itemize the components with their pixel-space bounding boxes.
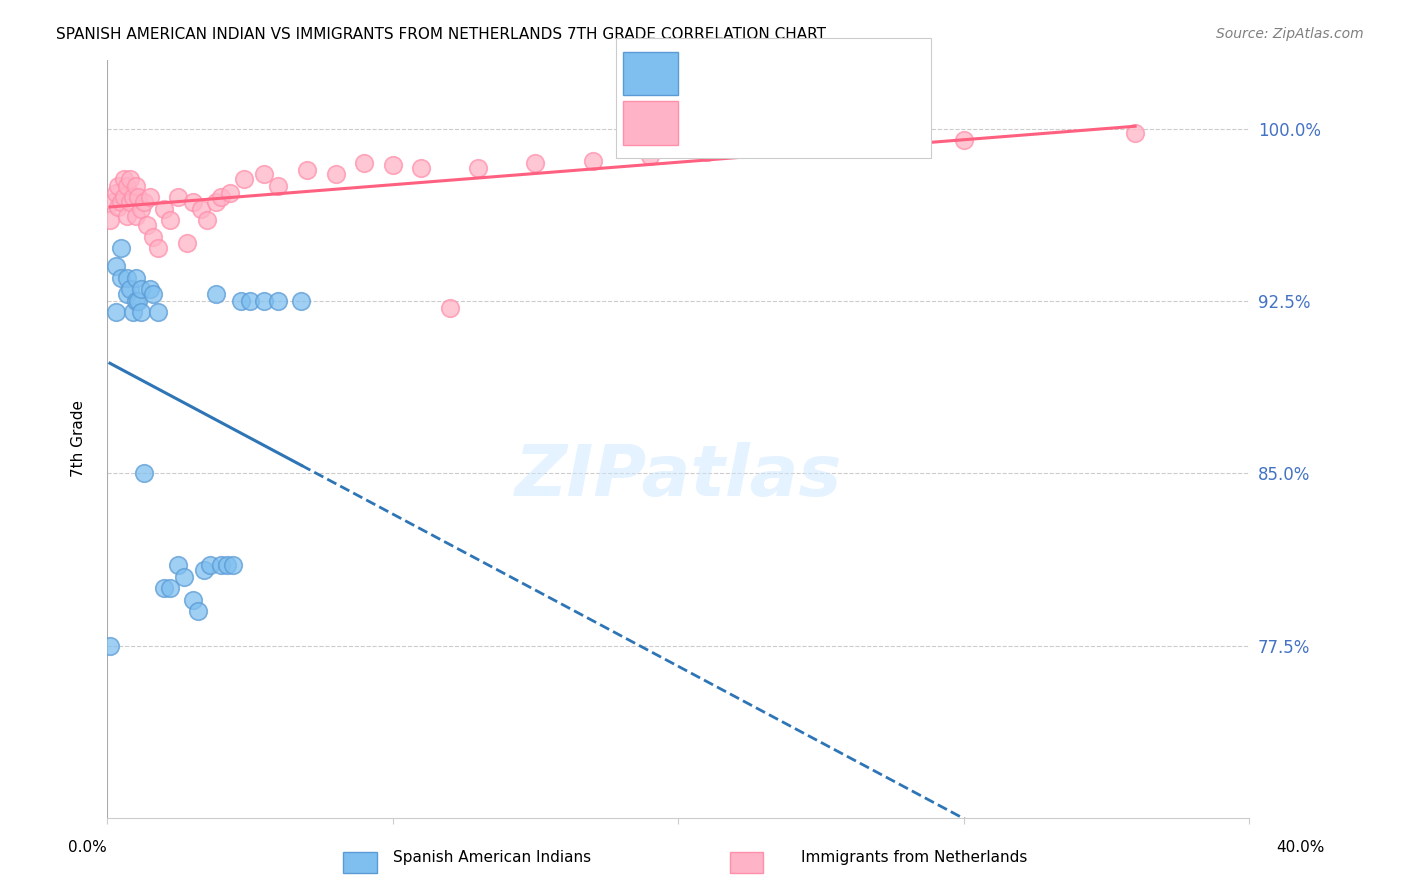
Point — [696, 145, 718, 159]
Text: SPANISH AMERICAN INDIAN VS IMMIGRANTS FROM NETHERLANDS 7TH GRADE CORRELATION CHA: SPANISH AMERICAN INDIAN VS IMMIGRANTS FR… — [56, 27, 827, 42]
Text: 40.0%: 40.0% — [1277, 840, 1324, 855]
Point — [204, 287, 226, 301]
Point — [290, 293, 312, 308]
Point — [193, 563, 215, 577]
Point — [124, 209, 146, 223]
Point — [222, 558, 245, 573]
Point — [173, 569, 195, 583]
Point — [110, 241, 132, 255]
Point — [139, 282, 162, 296]
Point — [167, 190, 190, 204]
Point — [131, 202, 153, 216]
Point — [190, 202, 212, 216]
Point — [148, 305, 170, 319]
Point — [524, 156, 547, 170]
Point — [110, 271, 132, 285]
Point — [209, 558, 232, 573]
Point — [215, 558, 238, 573]
Point — [148, 241, 170, 255]
Point — [124, 293, 146, 308]
Point — [121, 190, 143, 204]
Point — [131, 282, 153, 296]
Point — [98, 213, 121, 227]
Y-axis label: 7th Grade: 7th Grade — [72, 401, 86, 477]
Point — [187, 604, 209, 618]
Point — [124, 271, 146, 285]
Point — [353, 156, 375, 170]
Text: R =   0.175   N = 50: R = 0.175 N = 50 — [685, 116, 852, 134]
Point — [107, 179, 129, 194]
Point — [218, 186, 240, 200]
Point — [134, 467, 156, 481]
Point — [101, 195, 124, 210]
Point — [139, 190, 162, 204]
Point — [176, 236, 198, 251]
Point — [136, 218, 159, 232]
Point — [253, 293, 276, 308]
Point — [159, 581, 181, 595]
Point — [110, 195, 132, 210]
Point — [142, 229, 165, 244]
Text: Immigrants from Netherlands: Immigrants from Netherlands — [800, 850, 1028, 865]
Point — [467, 161, 489, 175]
Point — [233, 172, 256, 186]
Point — [159, 213, 181, 227]
Point — [267, 179, 290, 194]
Text: ZIPatlas: ZIPatlas — [515, 442, 842, 511]
Text: 0.0%: 0.0% — [67, 840, 107, 855]
Point — [153, 202, 176, 216]
Point — [267, 293, 290, 308]
Text: Source: ZipAtlas.com: Source: ZipAtlas.com — [1216, 27, 1364, 41]
Point — [131, 305, 153, 319]
Point — [112, 190, 135, 204]
Point — [134, 195, 156, 210]
Point — [115, 287, 138, 301]
Text: R = 0.037   N = 35: R = 0.037 N = 35 — [685, 64, 842, 82]
Point — [153, 581, 176, 595]
Point — [411, 161, 433, 175]
Point — [112, 172, 135, 186]
Point — [239, 293, 262, 308]
Point — [142, 287, 165, 301]
Point — [118, 282, 141, 296]
Point — [127, 293, 149, 308]
Point — [952, 133, 974, 147]
Point — [181, 195, 204, 210]
Point — [295, 162, 318, 177]
Point — [118, 195, 141, 210]
Text: Spanish American Indians: Spanish American Indians — [394, 850, 591, 865]
Point — [381, 158, 404, 172]
Point — [868, 136, 890, 150]
Point — [325, 168, 347, 182]
Point — [638, 149, 661, 163]
Point — [581, 153, 603, 168]
Point — [782, 140, 804, 154]
Point — [107, 200, 129, 214]
Point — [104, 305, 127, 319]
Point — [209, 190, 232, 204]
Point — [121, 305, 143, 319]
Point — [104, 186, 127, 200]
Point — [167, 558, 190, 573]
Point — [204, 195, 226, 210]
Point — [115, 209, 138, 223]
Point — [115, 179, 138, 194]
Point — [231, 293, 253, 308]
Point — [181, 592, 204, 607]
Point — [253, 168, 276, 182]
Point — [1123, 126, 1146, 140]
Point — [195, 213, 218, 227]
Point — [104, 260, 127, 274]
Point — [124, 179, 146, 194]
Point — [118, 172, 141, 186]
Point — [115, 271, 138, 285]
Point — [439, 301, 461, 315]
Point — [127, 190, 149, 204]
Point — [98, 639, 121, 653]
Point — [198, 558, 221, 573]
